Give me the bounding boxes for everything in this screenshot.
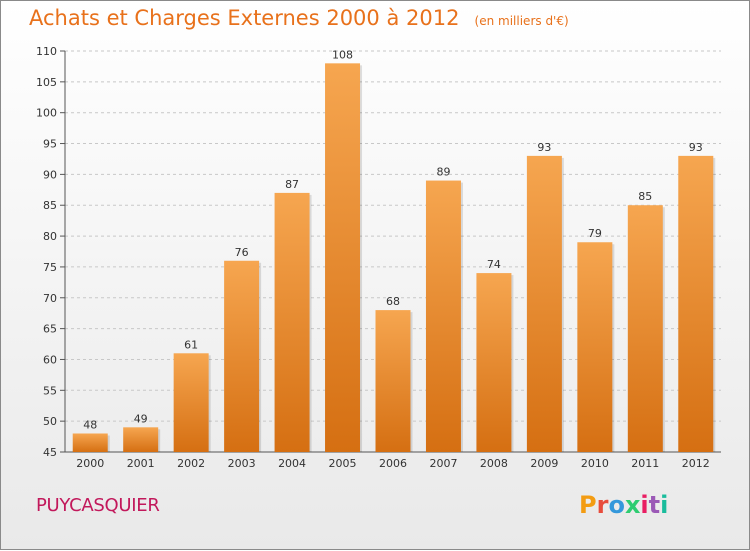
bar-value-label: 49 <box>134 412 148 425</box>
bar-value-label: 68 <box>386 295 400 308</box>
y-tick-label: 45 <box>43 446 57 459</box>
bar-2000[interactable] <box>72 433 108 452</box>
x-tick-label: 2009 <box>530 457 558 470</box>
y-tick-label: 75 <box>43 261 57 274</box>
commune-name: PUYCASQUIER <box>36 495 160 516</box>
bar-value-label: 76 <box>235 246 249 259</box>
bar-value-label: 87 <box>285 178 299 191</box>
logo-letter: x <box>624 491 641 519</box>
y-tick-label: 65 <box>43 323 57 336</box>
x-tick-label: 2002 <box>177 457 205 470</box>
bar-2010[interactable] <box>577 242 613 452</box>
y-tick-label: 110 <box>36 45 57 58</box>
bar-2009[interactable] <box>526 155 562 452</box>
x-tick-label: 2001 <box>127 457 155 470</box>
bar-value-label: 79 <box>588 227 602 240</box>
bar-value-label: 48 <box>83 418 97 431</box>
bar-2003[interactable] <box>224 260 260 452</box>
x-tick-label: 2011 <box>631 457 659 470</box>
bar-2001[interactable] <box>123 427 159 452</box>
x-tick-label: 2007 <box>429 457 457 470</box>
title-block: Achats et Charges Externes 2000 à 2012 (… <box>29 6 569 30</box>
y-tick-label: 55 <box>43 384 57 397</box>
bar-2007[interactable] <box>425 180 461 453</box>
logo-letter: r <box>596 491 609 519</box>
bar-value-label: 108 <box>332 48 353 61</box>
bar-2012[interactable] <box>678 155 714 452</box>
x-tick-label: 2004 <box>278 457 306 470</box>
y-tick-label: 100 <box>36 107 57 120</box>
y-tick-label: 105 <box>36 76 57 89</box>
x-tick-label: 2000 <box>76 457 104 470</box>
bars: 48 49 61 76 87 108 68 89 74 93 79 85 93 <box>72 48 716 453</box>
y-tick-label: 95 <box>43 138 57 151</box>
logo-letter: t <box>648 491 661 519</box>
bar-value-label: 89 <box>436 166 450 179</box>
proxiti-logo[interactable]: Proxiti <box>579 491 668 519</box>
bar-value-label: 61 <box>184 338 198 351</box>
bar-2002[interactable] <box>173 353 209 452</box>
bar-2011[interactable] <box>627 205 663 452</box>
bar-value-label: 93 <box>689 141 703 154</box>
y-tick-label: 60 <box>43 353 57 366</box>
bar-value-label: 74 <box>487 258 501 271</box>
logo-letter: i <box>640 491 649 519</box>
x-tick-label: 2010 <box>581 457 609 470</box>
x-tick-label: 2005 <box>329 457 357 470</box>
logo-letter: i <box>660 491 669 519</box>
logo-letter: P <box>579 491 597 519</box>
y-tick-labels: 45 50 55 60 65 70 75 80 85 90 95 100 105 110 <box>36 45 57 459</box>
x-tick-label: 2012 <box>682 457 710 470</box>
y-tick-label: 90 <box>43 168 57 181</box>
bar-2005[interactable] <box>325 63 361 452</box>
bar-2008[interactable] <box>476 273 512 452</box>
y-tick-label: 85 <box>43 199 57 212</box>
bar-value-label: 85 <box>638 190 652 203</box>
chart-title: Achats et Charges Externes 2000 à 2012 <box>29 6 460 30</box>
x-tick-label: 2008 <box>480 457 508 470</box>
x-tick-label: 2006 <box>379 457 407 470</box>
bar-2006[interactable] <box>375 310 411 452</box>
x-tick-label: 2003 <box>228 457 256 470</box>
y-tick-label: 70 <box>43 292 57 305</box>
chart-unit: (en milliers d'€) <box>474 14 569 28</box>
y-tick-label: 50 <box>43 415 57 428</box>
bar-value-label: 93 <box>537 141 551 154</box>
logo-letter: o <box>608 491 625 519</box>
y-tick-label: 80 <box>43 230 57 243</box>
bar-2004[interactable] <box>274 192 310 452</box>
x-tick-labels: 2000 2001 2002 2003 2004 2005 2006 2007 2008 2009… <box>76 457 710 470</box>
